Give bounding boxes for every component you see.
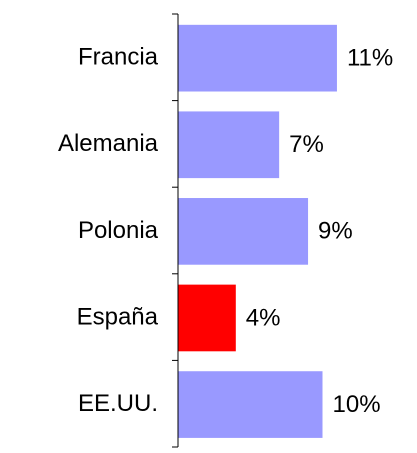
bar bbox=[178, 198, 309, 265]
category-label: España bbox=[77, 303, 159, 330]
value-label: 7% bbox=[289, 131, 324, 158]
bar bbox=[178, 284, 236, 352]
value-label: 10% bbox=[333, 391, 381, 418]
bar bbox=[178, 371, 323, 438]
value-label: 11% bbox=[347, 45, 393, 72]
category-label: Alemania bbox=[58, 130, 159, 157]
category-label: Francia bbox=[78, 44, 159, 71]
value-label: 9% bbox=[318, 218, 353, 245]
value-label: 4% bbox=[246, 304, 281, 331]
bar bbox=[178, 24, 337, 92]
category-label: Polonia bbox=[78, 217, 159, 244]
category-label: EE.UU. bbox=[78, 390, 158, 417]
bar bbox=[178, 111, 280, 179]
